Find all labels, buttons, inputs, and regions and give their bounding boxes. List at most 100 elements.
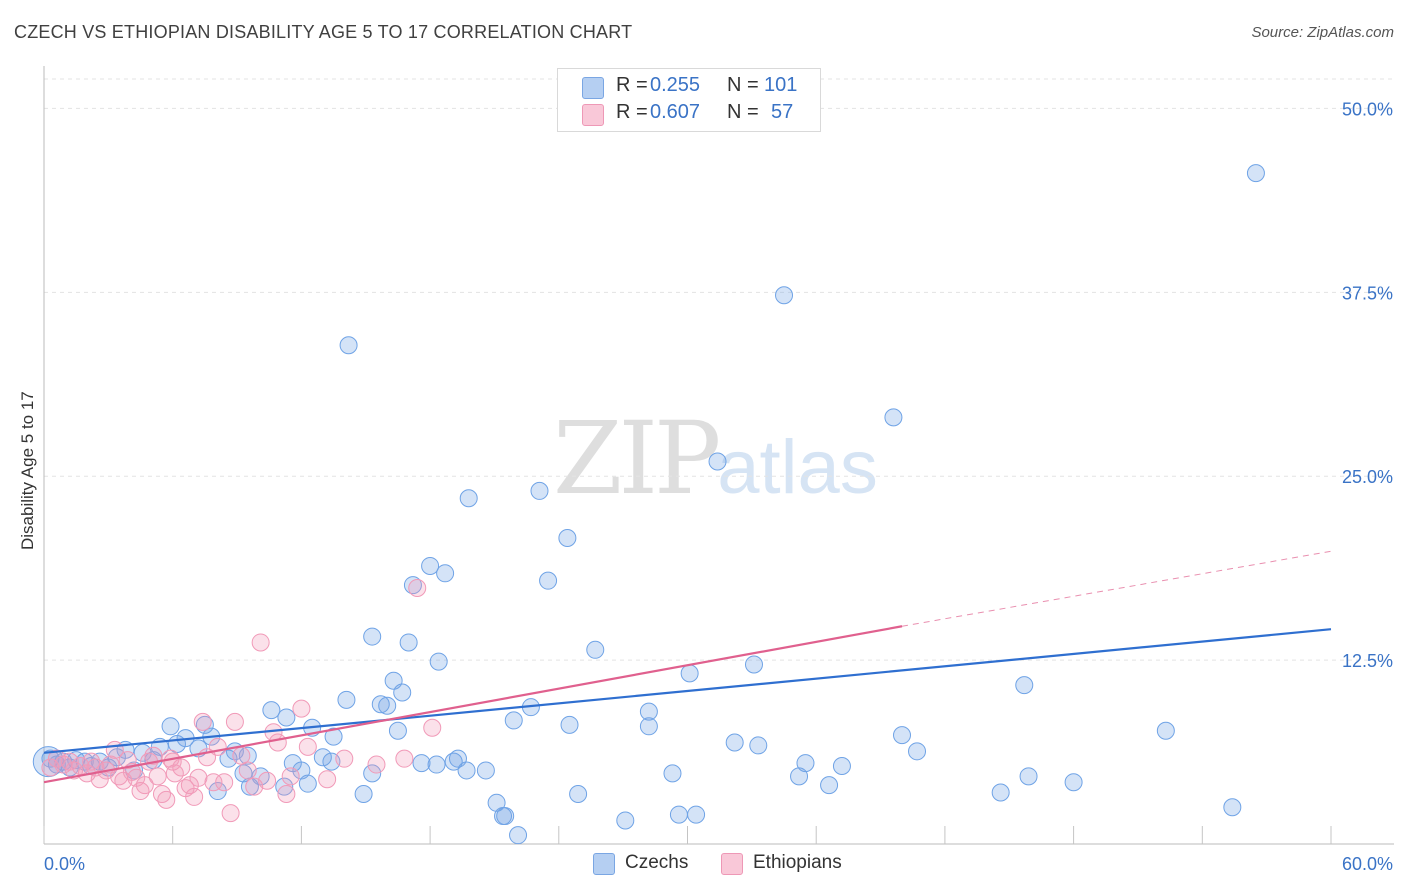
legend-r-label: R = bbox=[616, 74, 648, 96]
czechs-point bbox=[639, 717, 658, 736]
czechs-point bbox=[337, 690, 356, 709]
legend-n-value: 57 bbox=[771, 101, 794, 123]
czechs-point bbox=[388, 721, 407, 740]
czechs-point bbox=[354, 784, 373, 803]
y-tick-label: 50.0% bbox=[1342, 99, 1393, 119]
correlation-legend: R = 0.255 N = 101 R = 0.607 N = 57 bbox=[557, 68, 821, 132]
czechs-point bbox=[427, 755, 446, 774]
czechs-point bbox=[238, 746, 257, 765]
czechs-point bbox=[539, 571, 558, 590]
ethiopians-point bbox=[215, 773, 234, 792]
czechs-point bbox=[687, 805, 706, 824]
czechs-point bbox=[1019, 767, 1038, 786]
czechs-point bbox=[1064, 773, 1083, 792]
czechs-point bbox=[569, 784, 588, 803]
ethiopians-trend-extension bbox=[901, 550, 1332, 627]
czechs-swatch bbox=[593, 853, 615, 875]
czechs-point bbox=[476, 761, 495, 780]
ethiopians-point bbox=[163, 752, 182, 771]
ethiopians-point bbox=[118, 751, 137, 770]
czechs-point bbox=[509, 826, 528, 845]
ethiopians-point bbox=[221, 804, 240, 823]
ethiopians-point bbox=[157, 790, 176, 809]
czechs-trend-line bbox=[43, 628, 1332, 754]
czechs-point bbox=[208, 782, 227, 801]
ethiopians-swatch bbox=[582, 104, 604, 126]
czechs-point bbox=[436, 564, 455, 583]
czechs-point bbox=[161, 717, 180, 736]
czechs-point bbox=[298, 774, 317, 793]
czechs-point bbox=[378, 696, 397, 715]
czechs-point bbox=[363, 627, 382, 646]
czechs-point bbox=[275, 777, 294, 796]
ethiopians-point bbox=[90, 770, 109, 789]
czechs-point bbox=[558, 529, 577, 547]
legend-n-label: N = bbox=[727, 74, 759, 96]
ethiopians-point bbox=[208, 737, 227, 756]
ethiopians-point bbox=[268, 733, 287, 752]
ethiopians-point bbox=[367, 755, 386, 774]
czechs-point bbox=[1223, 798, 1242, 817]
x-tick-label: 60.0% bbox=[1342, 854, 1393, 874]
ethiopians-point bbox=[135, 776, 154, 795]
watermark: ZIPatlas bbox=[553, 400, 878, 517]
ethiopians-point bbox=[335, 749, 354, 768]
czechs-point bbox=[560, 715, 579, 734]
czechs-point bbox=[991, 783, 1010, 802]
czechs-point bbox=[530, 481, 549, 500]
legend-r-value: 0.607 bbox=[650, 101, 701, 123]
x-tick-label: 0.0% bbox=[44, 854, 85, 874]
legend-r-label: R = bbox=[616, 101, 648, 123]
czechs-point bbox=[796, 754, 815, 773]
bottom-legend-label: Ethiopians bbox=[753, 852, 842, 873]
ethiopians-point bbox=[148, 767, 167, 786]
source-label: Source: ZipAtlas.com bbox=[1251, 24, 1394, 41]
ethiopians-point bbox=[185, 787, 204, 806]
czechs-point bbox=[371, 695, 390, 714]
czechs-point bbox=[457, 761, 476, 780]
czechs-point bbox=[725, 733, 744, 752]
ethiopians-point bbox=[277, 784, 296, 803]
y-tick-label: 37.5% bbox=[1342, 283, 1393, 303]
czechs-point bbox=[262, 701, 281, 720]
ethiopians-point bbox=[423, 718, 442, 737]
ethiopians-point bbox=[318, 770, 337, 789]
czechs-point bbox=[639, 702, 658, 721]
czechs-point bbox=[487, 793, 506, 812]
czechs-point bbox=[1156, 721, 1175, 740]
czechs-point bbox=[669, 805, 688, 824]
czechs-point bbox=[421, 556, 440, 575]
czechs-point bbox=[195, 715, 214, 734]
czechs-point bbox=[339, 336, 358, 355]
czechs-point bbox=[324, 727, 343, 746]
czechs-point bbox=[893, 726, 911, 745]
ethiopians-point bbox=[144, 746, 163, 765]
ethiopians-swatch bbox=[721, 853, 743, 875]
ethiopians-point bbox=[225, 712, 244, 731]
ethiopians-point bbox=[60, 752, 79, 771]
ethiopians-trend-line bbox=[43, 625, 903, 784]
ethiopians-point bbox=[298, 737, 317, 756]
ethiopians-point bbox=[408, 579, 427, 598]
czechs-point bbox=[459, 489, 478, 508]
czechs-point bbox=[1246, 164, 1265, 183]
ethiopians-point bbox=[238, 761, 257, 780]
czechs-point bbox=[292, 761, 311, 780]
czechs-point bbox=[749, 736, 768, 755]
legend-n-value: 101 bbox=[764, 74, 798, 96]
ethiopians-point bbox=[281, 767, 300, 786]
czechs-point bbox=[586, 640, 605, 659]
y-tick-label: 25.0% bbox=[1342, 467, 1393, 487]
czechs-point bbox=[775, 286, 794, 305]
czechs-swatch bbox=[582, 77, 604, 99]
ethiopians-point bbox=[189, 768, 208, 787]
czechs-point bbox=[399, 633, 418, 652]
ethiopians-point bbox=[193, 712, 212, 731]
czechs-point bbox=[908, 742, 927, 761]
legend-r-value: 0.255 bbox=[650, 74, 701, 96]
czechs-point bbox=[393, 683, 412, 702]
czechs-point bbox=[680, 664, 699, 683]
czechs-point bbox=[708, 452, 727, 471]
czechs-point bbox=[820, 776, 839, 795]
